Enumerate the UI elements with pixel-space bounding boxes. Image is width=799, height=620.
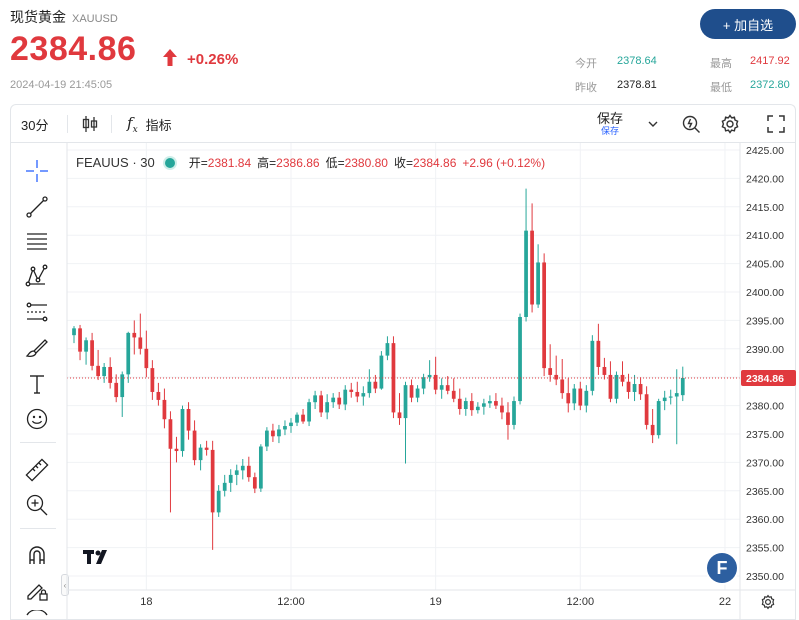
gear-icon	[761, 594, 775, 610]
open-label: 今开	[575, 58, 597, 70]
legend-high: 2386.86	[276, 155, 320, 170]
last-price: 2384.86	[10, 30, 137, 68]
pattern-icon	[25, 264, 48, 287]
gear-icon	[721, 114, 739, 134]
legend-open: 2381.84	[207, 155, 252, 170]
tv-logo-icon	[83, 550, 107, 564]
ruler-tool[interactable]	[24, 457, 50, 483]
eye-icon	[26, 610, 48, 616]
open-value: 2378.64	[617, 55, 657, 67]
toolbar-divider	[111, 115, 112, 133]
fibonacci-icon	[26, 302, 48, 322]
chart-toolbar: 30分 fx 指标 保存 保存	[10, 104, 796, 142]
add-watchlist-button[interactable]: + 加自选	[700, 9, 796, 39]
lock-drawing-tool[interactable]	[24, 578, 50, 604]
horizontal-lines-icon	[27, 233, 47, 250]
zoom-tool[interactable]	[24, 492, 50, 518]
magnet-tool[interactable]	[24, 542, 50, 568]
legend-symbol: FEAUUS · 30	[76, 155, 155, 170]
fx-icon: fx	[127, 113, 138, 135]
candles-icon	[82, 116, 98, 132]
legend-close: 2384.86	[412, 155, 457, 170]
low-label: 最低	[710, 82, 732, 94]
fullscreen-icon	[767, 115, 785, 133]
change-percent: +0.26%	[187, 51, 239, 68]
prev-close-value: 2378.81	[617, 79, 657, 91]
brush-tool[interactable]	[24, 335, 50, 361]
toolbar-divider	[67, 115, 68, 133]
legend-low: 2380.80	[344, 155, 388, 170]
quick-search-icon	[682, 115, 700, 133]
crosshair-icon	[26, 160, 48, 182]
low-value: 2372.80	[750, 79, 790, 91]
collapse-toolbar-handle[interactable]: ‹	[61, 574, 69, 596]
drawing-toolbar: ‹	[10, 142, 69, 620]
tool-divider	[20, 442, 56, 443]
prev-close-label: 昨收	[575, 82, 597, 94]
fullscreen-button[interactable]	[767, 105, 785, 143]
indicators-label: 指标	[145, 117, 172, 133]
smiley-icon	[26, 408, 48, 430]
high-value: 2417.92	[750, 55, 790, 67]
settings-button[interactable]	[720, 105, 740, 143]
legend-high-label: 高=	[257, 156, 277, 170]
text-tool[interactable]	[24, 371, 50, 397]
instrument-title: 现货黄金 XAUUSD	[10, 7, 118, 27]
save-label: 保存	[597, 111, 624, 126]
axis-settings-button[interactable]	[758, 592, 778, 612]
f-badge[interactable]: F	[707, 553, 737, 583]
save-button[interactable]: 保存 保存	[597, 107, 623, 141]
instrument-name: 现货黄金	[10, 9, 66, 25]
indicators-button[interactable]: fx 指标	[127, 105, 172, 143]
trend-line-tool[interactable]	[24, 194, 50, 220]
text-icon	[30, 375, 44, 394]
tool-divider	[20, 528, 56, 529]
brush-icon	[25, 339, 48, 358]
save-sublabel: 保存	[601, 126, 620, 136]
legend-open-label: 开=	[188, 156, 208, 170]
ruler-icon	[25, 458, 49, 482]
chart-legend: FEAUUS · 30 开= 2381.84 高= 2386.86 低= 2380.8…	[76, 154, 545, 171]
lines-tool[interactable]	[24, 228, 50, 254]
interval-selector[interactable]: 30分	[21, 117, 49, 133]
chevron-down-icon	[648, 121, 658, 127]
save-menu-button[interactable]	[647, 105, 659, 143]
chart-frame	[10, 142, 796, 620]
legend-close-label: 收=	[393, 156, 413, 170]
high-label: 最高	[710, 58, 732, 70]
magnet-icon	[29, 546, 45, 564]
fib-tool[interactable]	[24, 299, 50, 325]
crosshair-tool[interactable]	[24, 158, 50, 184]
timestamp: 2024-04-19 21:45:05	[10, 79, 113, 91]
instrument-symbol: XAUUSD	[72, 13, 118, 25]
up-arrow-icon	[163, 49, 177, 66]
emoji-tool[interactable]	[24, 406, 50, 432]
market-status-dot	[164, 157, 175, 168]
legend-low-label: 低=	[325, 156, 345, 170]
alert-button[interactable]	[681, 105, 701, 143]
trend-line-icon	[26, 196, 48, 218]
more-tools[interactable]	[24, 610, 50, 620]
legend-change: +2.96 (+0.12%)	[462, 155, 546, 170]
chart-type-button[interactable]	[81, 105, 99, 143]
pencil-lock-icon	[27, 584, 48, 601]
tradingview-logo	[82, 547, 112, 569]
pattern-tool[interactable]	[24, 263, 50, 289]
zoom-in-icon	[26, 494, 48, 516]
